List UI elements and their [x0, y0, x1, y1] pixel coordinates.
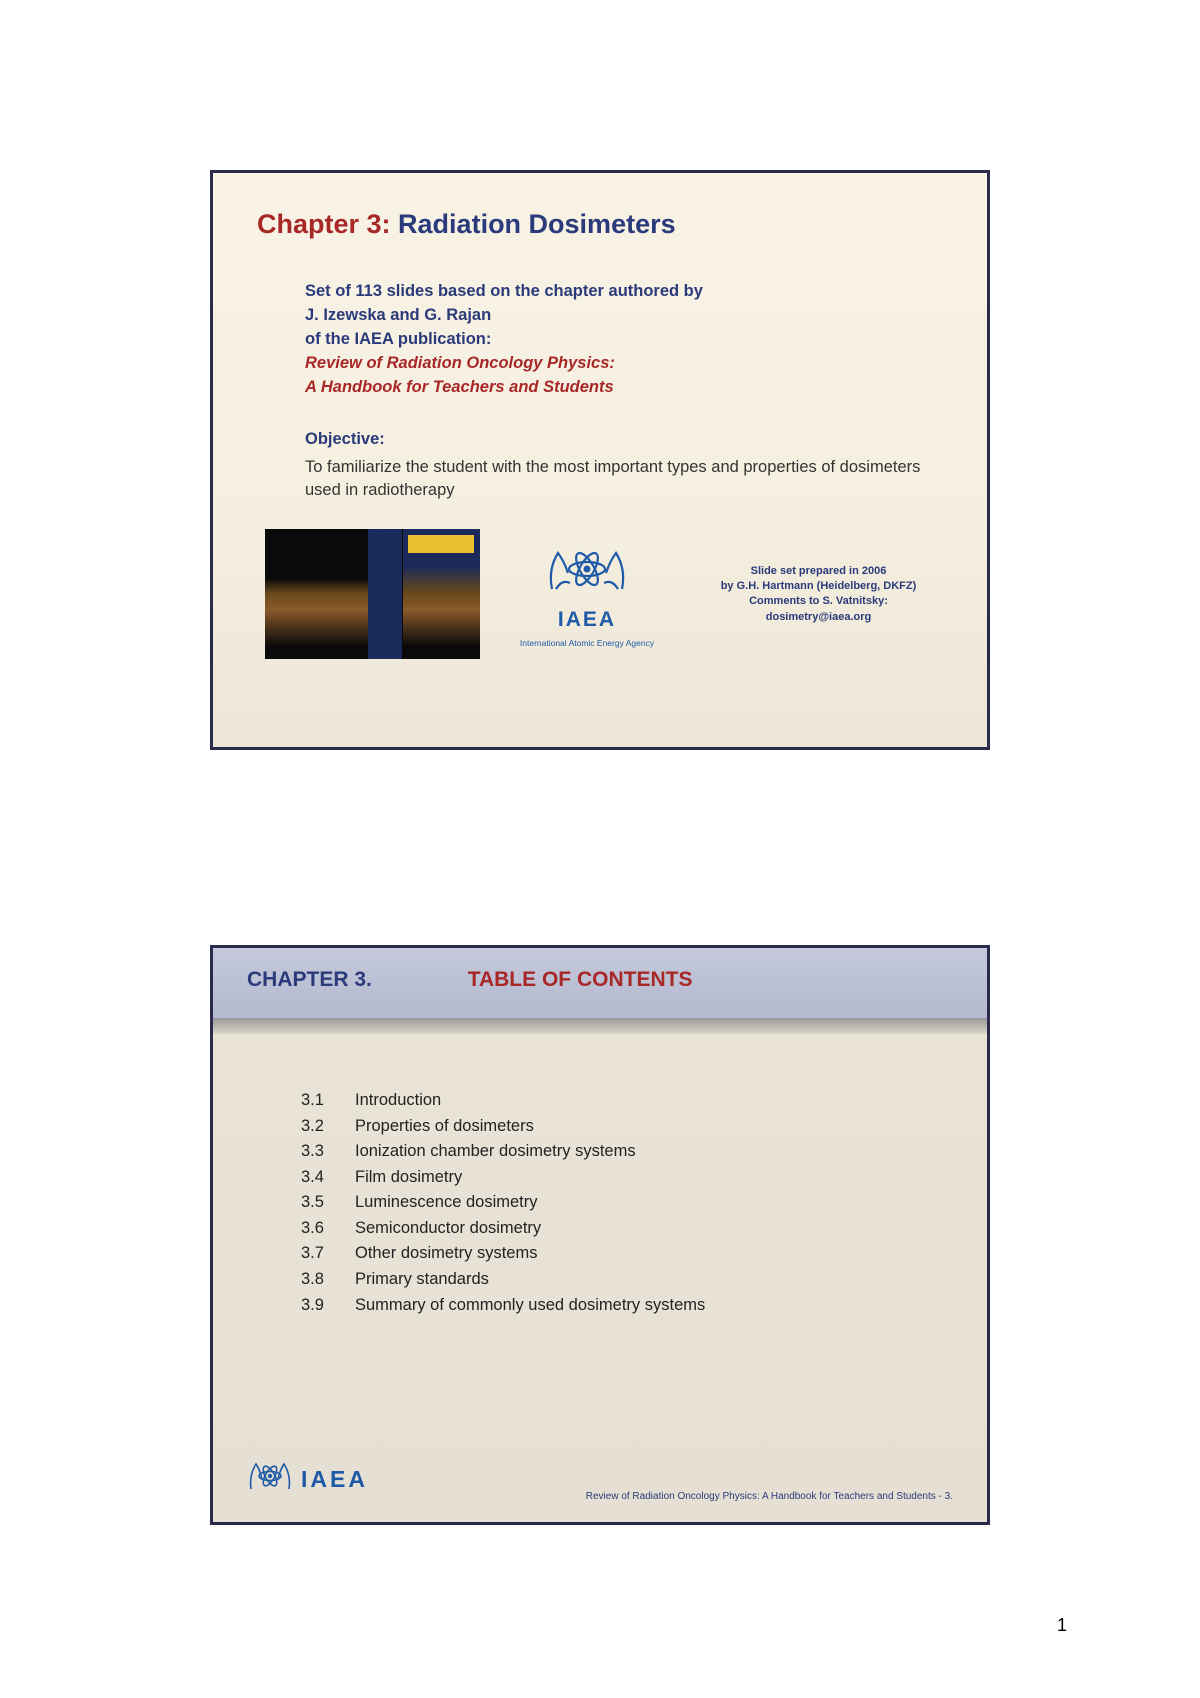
- credits-line-4: dosimetry@iaea.org: [694, 610, 943, 625]
- credits-line-1: Slide set prepared in 2006: [694, 564, 943, 579]
- toc-text: Ionization chamber dosimetry systems: [355, 1139, 636, 1165]
- toc-number: 3.5: [301, 1190, 355, 1216]
- toc-text: Luminescence dosimetry: [355, 1190, 538, 1216]
- toc-row: 3.5Luminescence dosimetry: [301, 1190, 943, 1216]
- objective-label: Objective:: [305, 428, 943, 452]
- toc-text: Other dosimetry systems: [355, 1241, 537, 1267]
- credits-line-2: by G.H. Hartmann (Heidelberg, DKFZ): [694, 579, 943, 594]
- toc-row: 3.9Summary of commonly used dosimetry sy…: [301, 1293, 943, 1319]
- header-divider: [213, 1018, 987, 1034]
- toc-text: Introduction: [355, 1088, 441, 1114]
- toc-number: 3.4: [301, 1165, 355, 1191]
- intro-block: Set of 113 slides based on the chapter a…: [305, 280, 943, 400]
- iaea-logo-icon: [247, 1457, 293, 1497]
- page-number: 1: [1057, 1615, 1067, 1636]
- toc-row: 3.1Introduction: [301, 1088, 943, 1114]
- toc-label: TABLE OF CONTENTS: [468, 968, 693, 991]
- iaea-logo-icon: [542, 539, 632, 603]
- toc-row: 3.6Semiconductor dosimetry: [301, 1216, 943, 1242]
- iaea-logo-block: IAEA International Atomic Energy Agency: [502, 539, 672, 650]
- toc-number: 3.6: [301, 1216, 355, 1242]
- toc-number: 3.7: [301, 1241, 355, 1267]
- slide1-title: Chapter 3: Radiation Dosimeters: [257, 209, 943, 240]
- chapter-label: Chapter 3:: [257, 209, 391, 239]
- toc-row: 3.4Film dosimetry: [301, 1165, 943, 1191]
- chapter-number: CHAPTER 3.: [247, 968, 372, 991]
- toc-text: Primary standards: [355, 1267, 489, 1293]
- toc-text: Film dosimetry: [355, 1165, 462, 1191]
- slide2-footer: IAEA Review of Radiation Oncology Physic…: [247, 1457, 953, 1502]
- slide2-header: CHAPTER 3. TABLE OF CONTENTS: [213, 948, 987, 1018]
- footer-text: Review of Radiation Oncology Physics: A …: [586, 1491, 953, 1502]
- toc-text: Properties of dosimeters: [355, 1114, 534, 1140]
- publication-title-1: Review of Radiation Oncology Physics:: [305, 352, 943, 376]
- objective-text: To familiarize the student with the most…: [305, 456, 943, 504]
- toc-row: 3.2Properties of dosimeters: [301, 1114, 943, 1140]
- toc-number: 3.9: [301, 1293, 355, 1319]
- toc-number: 3.1: [301, 1088, 355, 1114]
- intro-line-2: J. Izewska and G. Rajan: [305, 304, 943, 328]
- iaea-logo-small: IAEA: [247, 1457, 368, 1502]
- toc-number: 3.3: [301, 1139, 355, 1165]
- toc-text: Semiconductor dosimetry: [355, 1216, 541, 1242]
- chapter-title: Radiation Dosimeters: [398, 209, 676, 239]
- iaea-label: IAEA: [558, 605, 616, 635]
- iaea-label-small: IAEA: [301, 1466, 368, 1493]
- toc-row: 3.7Other dosimetry systems: [301, 1241, 943, 1267]
- toc-number: 3.2: [301, 1114, 355, 1140]
- credits-block: Slide set prepared in 2006 by G.H. Hartm…: [694, 564, 943, 626]
- book-cover-image: [265, 529, 480, 659]
- bottom-row: IAEA International Atomic Energy Agency …: [265, 529, 943, 659]
- slide1-body: Set of 113 slides based on the chapter a…: [257, 280, 943, 659]
- iaea-full-name: International Atomic Energy Agency: [520, 637, 654, 649]
- toc-list: 3.1Introduction3.2Properties of dosimete…: [213, 1034, 987, 1338]
- toc-row: 3.3Ionization chamber dosimetry systems: [301, 1139, 943, 1165]
- slide-2: CHAPTER 3. TABLE OF CONTENTS 3.1Introduc…: [210, 945, 990, 1525]
- toc-text: Summary of commonly used dosimetry syste…: [355, 1293, 705, 1319]
- toc-row: 3.8Primary standards: [301, 1267, 943, 1293]
- intro-line-3: of the IAEA publication:: [305, 328, 943, 352]
- toc-number: 3.8: [301, 1267, 355, 1293]
- publication-title-2: A Handbook for Teachers and Students: [305, 376, 943, 400]
- slide-1: Chapter 3: Radiation Dosimeters Set of 1…: [210, 170, 990, 750]
- intro-line-1: Set of 113 slides based on the chapter a…: [305, 280, 943, 304]
- credits-line-3: Comments to S. Vatnitsky:: [694, 594, 943, 609]
